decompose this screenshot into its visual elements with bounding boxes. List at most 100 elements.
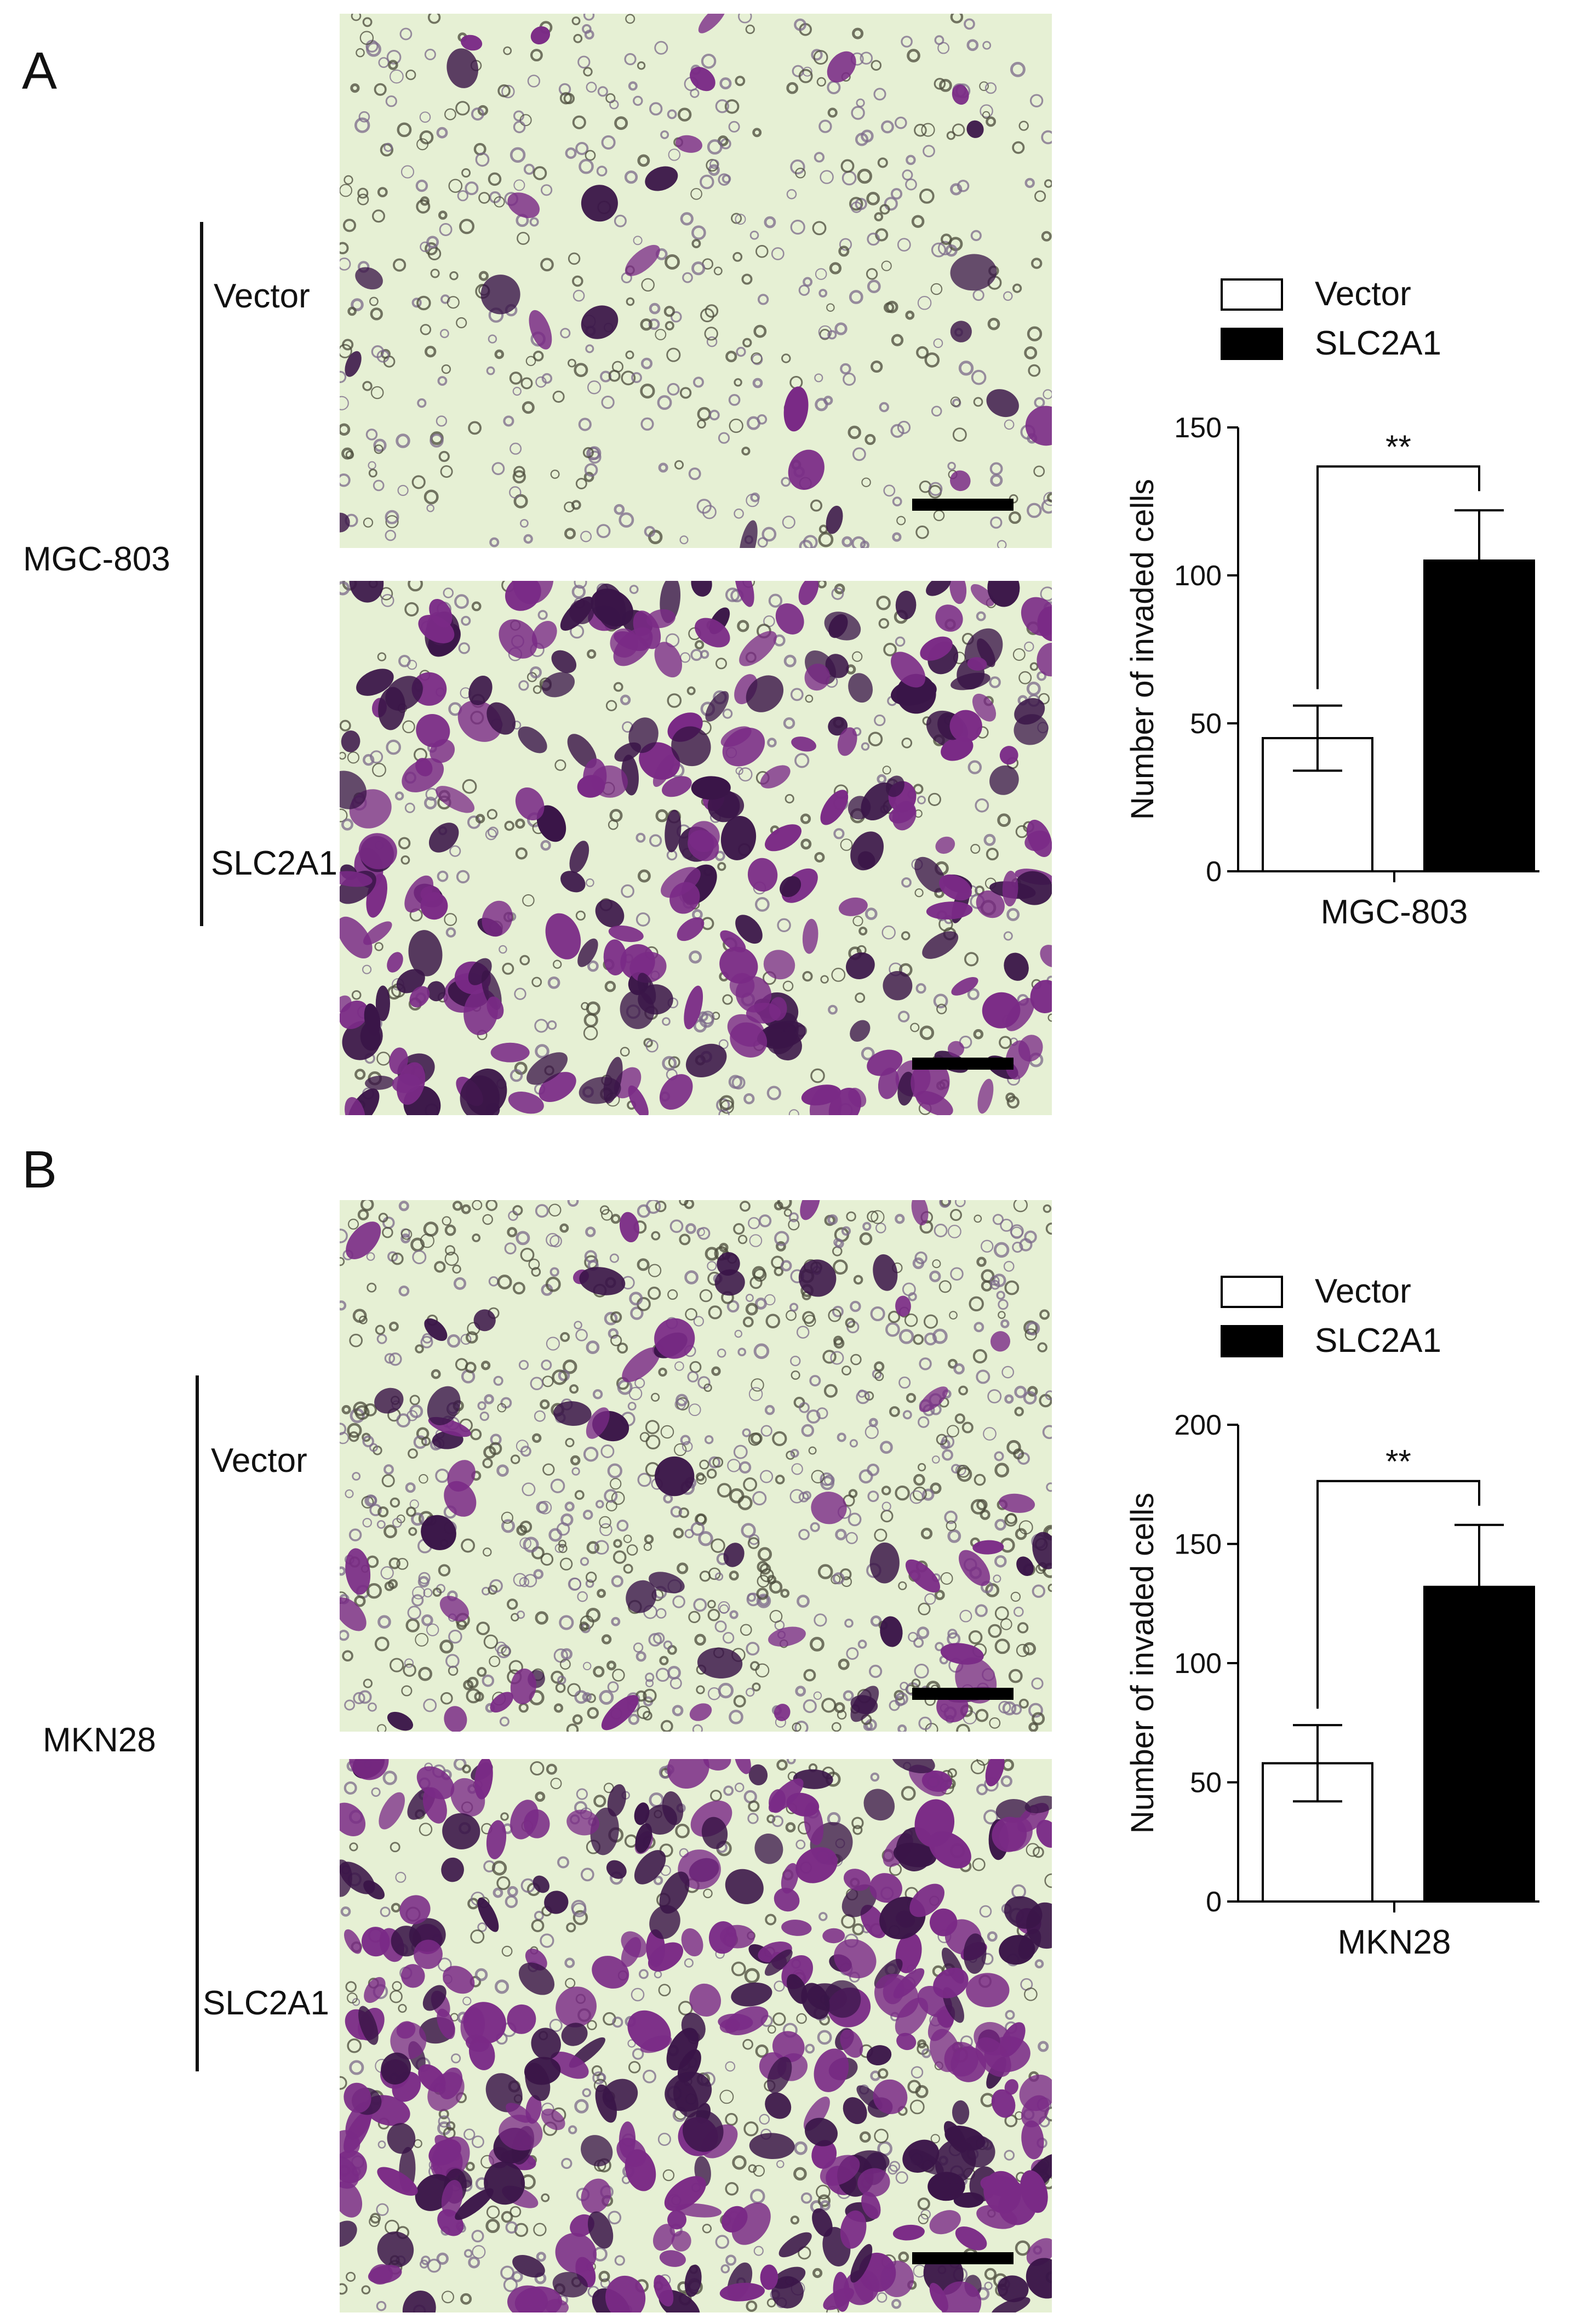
pore-ring [811, 49, 823, 61]
pore-ring [650, 1392, 660, 1402]
stained-cell [645, 166, 678, 191]
stained-cell [760, 2264, 778, 2290]
pore-ring [848, 1512, 862, 1527]
pore-ring [628, 1386, 643, 1401]
stained-cell [340, 871, 373, 887]
pore-ring [371, 209, 385, 223]
pore-ring [430, 433, 444, 448]
pore-ring [853, 1275, 863, 1285]
pore-ring [669, 1219, 684, 1234]
pore-ring [369, 2216, 380, 2228]
pore-ring [341, 447, 354, 460]
pore-ring [855, 992, 866, 1003]
pore-ring [581, 1002, 589, 1010]
stained-cell [542, 672, 575, 698]
pore-ring [701, 1010, 715, 1025]
stained-cell [436, 786, 475, 813]
pore-ring [994, 1463, 1010, 1478]
stained-cell [348, 1088, 380, 1115]
pore-ring [755, 2044, 769, 2058]
pore-ring [1000, 1319, 1010, 1328]
pore-ring [950, 14, 964, 24]
significance-label: ** [1385, 1443, 1411, 1480]
stained-cell [1018, 1928, 1041, 1960]
pore-ring [532, 1433, 542, 1443]
pore-ring [535, 1611, 548, 1625]
stained-cell [747, 858, 778, 892]
pore-ring [679, 387, 692, 399]
stained-cell [1027, 819, 1052, 857]
pore-ring [377, 1615, 391, 1629]
pore-ring [638, 1969, 649, 1979]
stained-cell [940, 1643, 984, 1665]
pore-ring [849, 1439, 858, 1448]
pore-ring [394, 791, 404, 801]
stained-cell [652, 2224, 675, 2251]
pore-ring [402, 720, 415, 734]
pore-ring [398, 1286, 410, 1297]
pore-ring [649, 834, 662, 847]
pore-ring [1016, 1643, 1029, 1657]
pore-ring [717, 1483, 732, 1498]
pore-ring [486, 2205, 500, 2219]
pore-ring [975, 1604, 988, 1617]
pore-ring [627, 2039, 636, 2048]
pore-ring [576, 1788, 588, 1800]
panel-b-cell-line-label: MKN28 [43, 1721, 156, 1759]
pore-ring [956, 1723, 970, 1732]
pore-ring [967, 760, 982, 774]
pore-ring [468, 421, 482, 435]
pore-ring [827, 107, 838, 118]
pore-ring [1028, 1722, 1039, 1732]
pore-ring [708, 1456, 721, 1469]
stained-cell [662, 1791, 684, 1825]
pore-ring [986, 848, 999, 861]
stained-cell [581, 305, 619, 339]
pore-ring [350, 83, 360, 93]
pore-ring [712, 1457, 724, 1468]
pore-ring [401, 1685, 413, 1697]
pore-ring [496, 1644, 511, 1659]
pore-ring [499, 945, 507, 954]
pore-ring [802, 1491, 811, 1500]
pore-ring [641, 278, 655, 292]
pore-ring [516, 1524, 528, 1536]
pore-ring [340, 751, 346, 760]
pore-ring [813, 50, 828, 65]
pore-ring [803, 1699, 817, 1714]
bar-slc2a1 [1423, 559, 1535, 872]
panel-a-letter: A [22, 42, 58, 100]
pore-ring [711, 1366, 721, 1376]
stained-cell [1021, 2120, 1044, 2160]
pore-ring [631, 1988, 645, 2002]
pore-ring [662, 1056, 677, 1071]
stained-cell [450, 1778, 485, 1817]
pore-ring [346, 1992, 358, 2004]
stained-cell [486, 702, 516, 735]
pore-ring [401, 1229, 413, 1240]
pore-ring [1038, 2041, 1049, 2052]
pore-ring [742, 338, 752, 348]
pore-ring [934, 1224, 948, 1237]
pore-ring [400, 165, 415, 179]
pore-ring [974, 1474, 986, 1486]
pore-ring [1000, 1219, 1014, 1232]
pore-ring [769, 1609, 783, 1623]
stained-cell [848, 1088, 867, 1107]
pore-ring [748, 1432, 761, 1446]
stained-cell [848, 796, 871, 820]
stained-cell [772, 2266, 806, 2289]
pore-ring [670, 311, 682, 323]
pore-ring [489, 1442, 502, 1455]
pore-ring [895, 636, 906, 647]
panel-b-letter: B [22, 1140, 58, 1199]
pore-ring [725, 2182, 739, 2196]
pore-ring [425, 345, 437, 358]
pore-ring [340, 1257, 345, 1266]
pore-ring [1040, 586, 1052, 602]
pore-ring [496, 1876, 511, 1891]
stained-cell [460, 1075, 500, 1115]
stained-cell [507, 192, 540, 218]
stained-cell [950, 470, 971, 492]
pore-ring [461, 1204, 471, 1214]
